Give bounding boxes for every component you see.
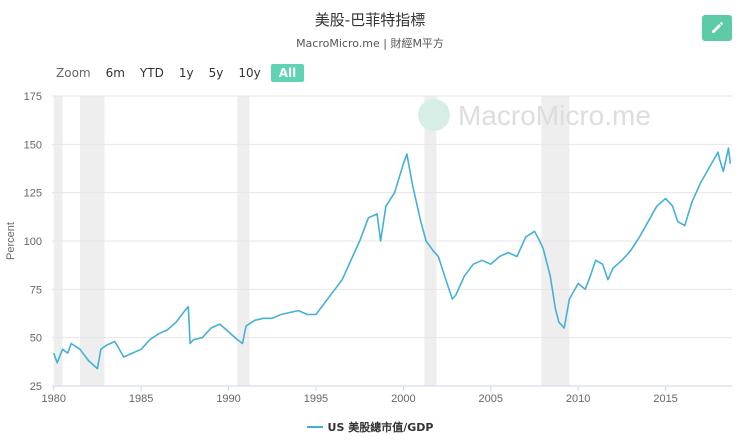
range-button-6m[interactable]: 6m	[105, 66, 125, 80]
y-tick-label: 150	[24, 139, 42, 151]
legend-label: US 美股總市值/GDP	[327, 421, 434, 434]
chart-title: 美股-巴菲特指標	[314, 11, 426, 29]
legend-item[interactable]: US 美股總市值/GDP	[0, 419, 740, 435]
range-selector: Zoom 6m YTD 1y 5y 10y All	[56, 63, 309, 83]
range-button-10y[interactable]: 10y	[238, 66, 261, 80]
y-tick-label: 25	[30, 381, 42, 393]
x-tick-label: 2015	[653, 393, 677, 405]
y-tick-label: 75	[30, 284, 42, 296]
range-button-all[interactable]: All	[270, 64, 305, 82]
watermark-text: MacroMicro.me	[458, 100, 651, 131]
watermark: MacroMicro.me	[418, 99, 651, 131]
chart-subtitle: MacroMicro.me | 財經M平方	[296, 37, 444, 50]
x-tick-label: 1985	[129, 393, 153, 405]
x-tick-label: 1990	[216, 393, 240, 405]
range-button-5y[interactable]: 5y	[208, 66, 224, 80]
zoom-label: Zoom	[56, 66, 91, 80]
x-tick-label: 2010	[566, 393, 590, 405]
legend-swatch	[306, 426, 323, 428]
y-tick-label: 175	[24, 91, 42, 103]
series-line	[52, 147, 732, 370]
y-tick-label: 100	[24, 236, 42, 248]
x-tick-label: 2000	[391, 393, 415, 405]
range-button-ytd[interactable]: YTD	[139, 66, 164, 80]
x-tick-label: 1980	[42, 393, 66, 405]
x-tick-label: 1995	[304, 393, 328, 405]
pencil-icon	[712, 22, 723, 33]
watermark-logo-icon	[418, 99, 450, 131]
y-tick-label: 50	[30, 333, 42, 345]
y-tick-label: 125	[24, 188, 42, 200]
x-tick-label: 2005	[479, 393, 503, 405]
y-axis-title: Percent	[5, 222, 17, 260]
range-button-1y[interactable]: 1y	[178, 66, 194, 80]
edit-button[interactable]	[702, 15, 732, 41]
